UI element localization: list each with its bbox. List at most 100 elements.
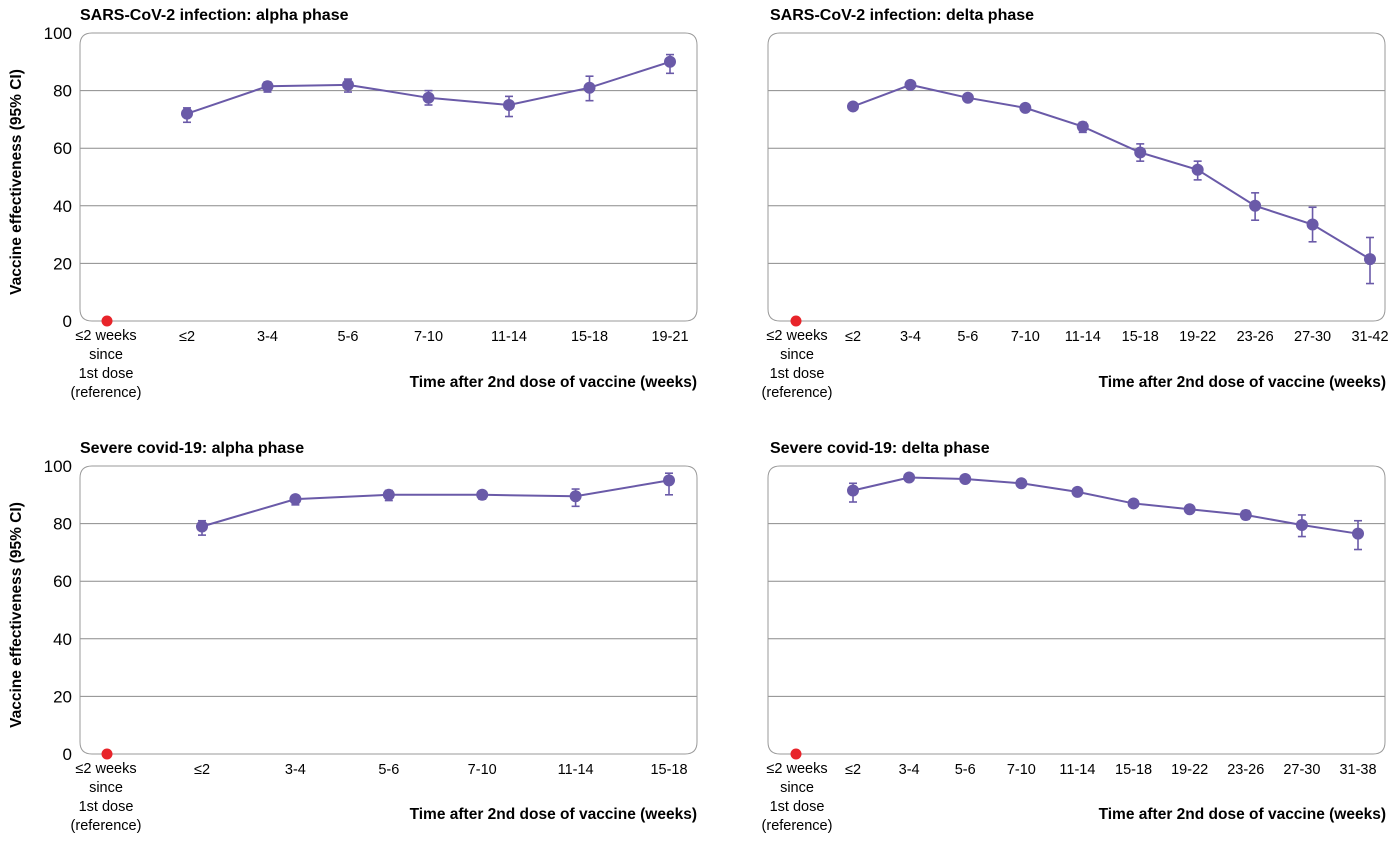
x-tick-label: 7-10 <box>1011 329 1040 345</box>
panel-title-severe-delta: Severe covid-19: delta phase <box>770 440 990 457</box>
x-tick-label: 5-6 <box>957 329 978 345</box>
y-tick-label: 40 <box>53 630 72 649</box>
x-tick-label: 3-4 <box>285 762 306 778</box>
y-tick-label: 20 <box>53 254 72 273</box>
x-tick-label: 3-4 <box>257 329 278 345</box>
reference-label-line: 1st dose <box>769 366 825 382</box>
data-point <box>961 91 974 104</box>
x-tick-label: 15-18 <box>571 329 608 345</box>
reference-label-line: 1st dose <box>769 799 825 815</box>
data-point <box>959 472 972 485</box>
x-tick-label: 7-10 <box>468 762 497 778</box>
data-point <box>1183 503 1196 516</box>
data-point <box>422 91 435 104</box>
data-point <box>1134 146 1147 159</box>
reference-point <box>101 315 113 327</box>
data-point <box>1191 163 1204 176</box>
data-point <box>181 107 193 120</box>
data-point <box>196 520 208 533</box>
x-tick-label: 11-14 <box>491 329 527 345</box>
data-point <box>289 493 302 506</box>
data-point <box>847 100 859 113</box>
x-tick-label: 7-10 <box>1007 762 1036 778</box>
x-tick-label: 15-18 <box>1122 329 1159 345</box>
reference-label-line: since <box>780 780 814 796</box>
x-axis-label-infection-alpha: Time after 2nd dose of vaccine (weeks) <box>409 374 697 391</box>
reference-label-infection-delta: ≤2 weeks since 1st dose (reference) <box>747 327 847 403</box>
y-tick-label: 60 <box>53 139 72 158</box>
data-point <box>1239 508 1252 521</box>
x-tick-label: ≤2 <box>845 329 861 345</box>
reference-point <box>790 315 802 327</box>
data-point <box>1019 101 1032 114</box>
x-tick-label: 11-14 <box>558 762 594 778</box>
x-tick-label: 19-22 <box>1171 762 1208 778</box>
data-point <box>583 81 596 94</box>
panel-title-severe-alpha: Severe covid-19: alpha phase <box>80 440 305 457</box>
x-tick-label: 23-26 <box>1237 329 1274 345</box>
x-tick-label: 23-26 <box>1227 762 1264 778</box>
data-point <box>847 484 859 497</box>
x-tick-label: 15-18 <box>650 762 687 778</box>
x-tick-label: 5-6 <box>955 762 976 778</box>
data-point <box>904 78 917 91</box>
x-tick-label: 15-18 <box>1115 762 1152 778</box>
data-point <box>503 99 515 111</box>
x-tick-label: 31-42 <box>1351 329 1388 345</box>
x-tick-label: ≤2 <box>179 329 195 345</box>
data-point <box>1071 485 1084 498</box>
reference-label-line: 1st dose <box>78 366 134 382</box>
y-tick-label: 40 <box>53 197 72 216</box>
plot-frame <box>79 465 698 755</box>
plot-frame <box>767 465 1386 755</box>
x-tick-label: 3-4 <box>900 329 921 345</box>
reference-label-line: ≤2 weeks <box>75 328 137 344</box>
data-point <box>1249 199 1262 212</box>
reference-label-line: 1st dose <box>78 799 134 815</box>
reference-label-line: (reference) <box>70 818 142 834</box>
data-point <box>1295 519 1308 532</box>
x-tick-label: 19-22 <box>1179 329 1216 345</box>
reference-point <box>790 748 802 760</box>
data-point <box>1076 120 1089 133</box>
reference-label-line: (reference) <box>70 385 142 401</box>
x-tick-label: 19-21 <box>651 329 688 345</box>
x-tick-label: 31-38 <box>1339 762 1376 778</box>
x-tick-label: ≤2 <box>845 762 861 778</box>
data-point <box>903 471 916 484</box>
reference-label-line: ≤2 weeks <box>766 328 828 344</box>
data-point <box>1015 477 1028 490</box>
data-point <box>569 490 582 503</box>
x-tick-label: 27-30 <box>1283 762 1320 778</box>
x-axis-label-severe-delta: Time after 2nd dose of vaccine (weeks) <box>1098 806 1386 823</box>
data-point <box>1127 497 1140 510</box>
y-tick-label: 0 <box>63 745 72 764</box>
data-point <box>1364 253 1376 266</box>
data-point <box>1352 527 1364 540</box>
x-tick-label: 5-6 <box>338 329 359 345</box>
x-tick-label: 3-4 <box>899 762 920 778</box>
x-tick-label: 27-30 <box>1294 329 1331 345</box>
plot-frame <box>767 32 1386 322</box>
data-point <box>342 78 354 91</box>
reference-label-line: (reference) <box>761 818 833 834</box>
y-tick-label: 20 <box>53 687 72 706</box>
panel-title-infection-alpha: SARS-CoV-2 infection: alpha phase <box>80 7 349 24</box>
plot-frame <box>79 32 698 322</box>
reference-label-severe-alpha: ≤2 weeks since 1st dose (reference) <box>56 760 156 836</box>
series-line <box>201 479 670 528</box>
reference-label-infection-alpha: ≤2 weeks since 1st dose (reference) <box>56 327 156 403</box>
reference-point <box>101 748 113 760</box>
y-tick-label: 80 <box>53 515 72 534</box>
reference-label-line: since <box>780 347 814 363</box>
reference-label-line: ≤2 weeks <box>766 761 828 777</box>
reference-label-line: since <box>89 780 123 796</box>
reference-label-line: (reference) <box>761 385 833 401</box>
series-line <box>852 83 1371 260</box>
y-tick-label: 80 <box>53 82 72 101</box>
